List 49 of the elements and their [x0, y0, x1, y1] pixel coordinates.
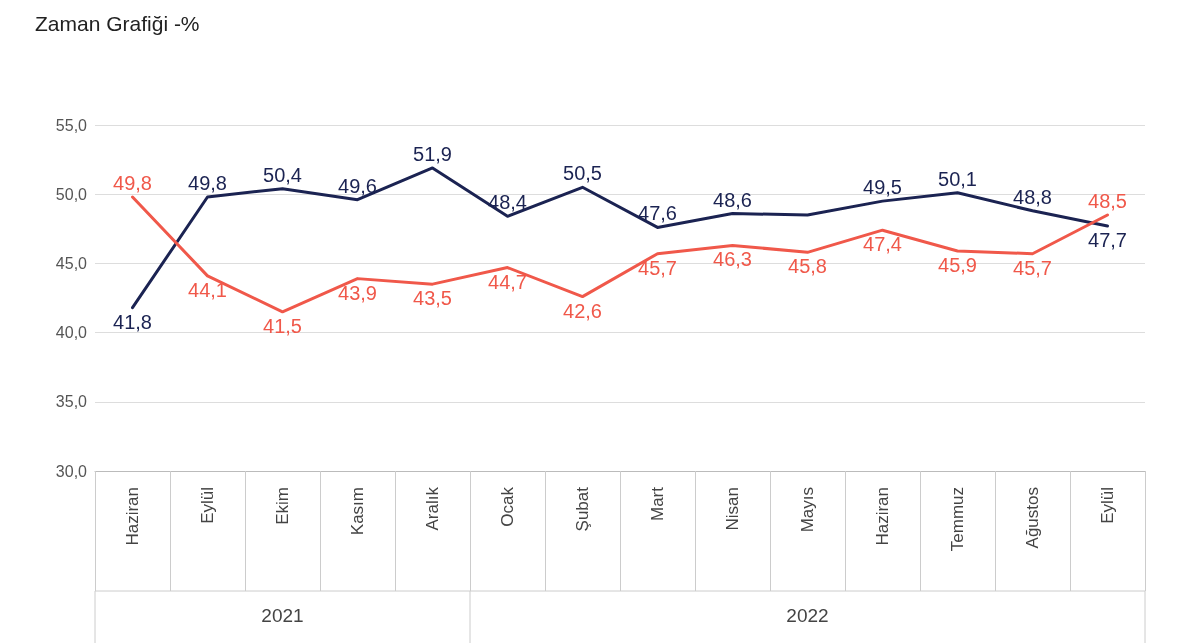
data-label: 45,8 — [788, 255, 827, 278]
x-tick-label: Aralık — [423, 486, 442, 531]
data-label: 46,3 — [713, 248, 752, 271]
data-label: 50,5 — [563, 162, 602, 185]
data-label: 49,5 — [863, 176, 902, 199]
data-label: 42,6 — [563, 299, 602, 322]
data-label: 51,9 — [413, 142, 452, 165]
data-label: 49,8 — [188, 171, 227, 194]
chart-title: Zaman Grafiği -% — [35, 12, 200, 35]
data-label: 43,9 — [338, 281, 377, 304]
x-tick-label: Mayıs — [798, 487, 817, 533]
data-label: 50,1 — [938, 167, 977, 190]
data-label: 47,6 — [638, 202, 677, 225]
x-tick-label: Mart — [648, 486, 667, 521]
x-tick-label: Ekim — [273, 487, 292, 525]
data-label: 45,7 — [1013, 256, 1052, 279]
x-tick-label: Temmuz — [948, 487, 967, 552]
data-label: 49,6 — [338, 174, 377, 197]
data-label: 50,4 — [263, 163, 302, 186]
y-tick-label: 55,0 — [55, 116, 88, 134]
data-label: 45,7 — [638, 256, 677, 279]
x-tick-label: Ağustos — [1023, 487, 1042, 549]
data-label: 48,5 — [1088, 189, 1127, 212]
x-tick-label: Kasım — [348, 487, 367, 536]
data-label: 44,1 — [188, 278, 227, 301]
y-tick-label: 30,0 — [55, 462, 88, 480]
x-tick-label: Ocak — [498, 486, 517, 527]
data-label: 49,8 — [113, 171, 152, 194]
x-tick-label: Eylül — [1098, 487, 1117, 524]
data-label: 47,7 — [1088, 229, 1127, 252]
y-tick-label: 50,0 — [55, 185, 88, 203]
data-label: 45,9 — [938, 253, 977, 276]
x-tick-label: Nisan — [723, 487, 742, 531]
x-tick-label: Şubat — [573, 486, 592, 532]
y-tick-label: 40,0 — [55, 324, 88, 342]
data-label: 48,8 — [1013, 185, 1052, 208]
text: 2022 — [786, 604, 829, 626]
data-label: 41,8 — [113, 310, 152, 333]
x-tick-label: Eylül — [198, 487, 217, 524]
data-label: 44,7 — [488, 270, 527, 293]
data-label: 43,5 — [413, 287, 452, 310]
x-tick-label: Haziran — [123, 487, 142, 546]
y-tick-label: 35,0 — [55, 393, 88, 411]
x-tick-label: Haziran — [873, 487, 892, 546]
y-tick-label: 45,0 — [55, 254, 88, 272]
data-label: 48,6 — [713, 188, 752, 211]
text: 2021 — [261, 604, 304, 626]
data-label: 47,4 — [863, 233, 902, 256]
data-label: 41,5 — [263, 314, 302, 337]
